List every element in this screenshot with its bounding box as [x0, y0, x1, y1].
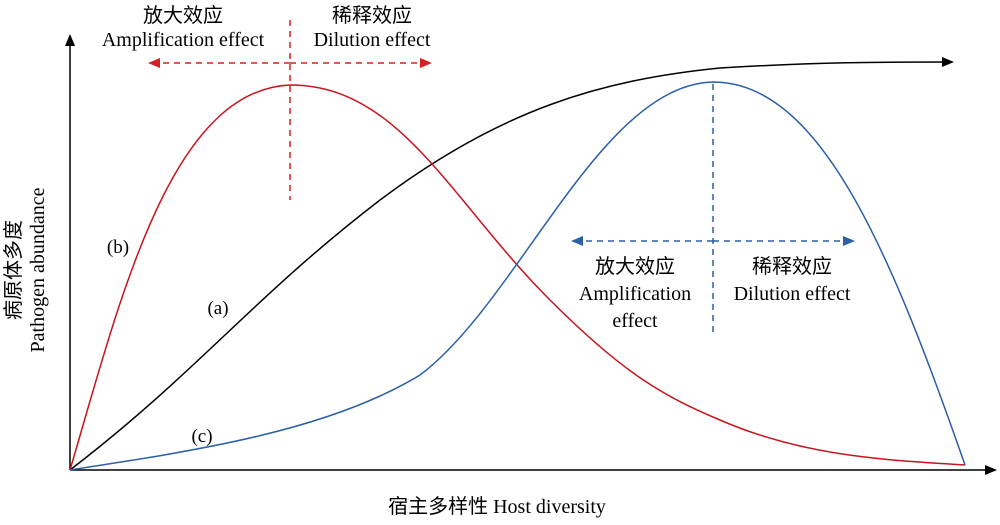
curve-a — [69, 57, 954, 471]
top-dilution-cn: 稀释效应 — [332, 4, 412, 27]
curve-b-label: (b) — [107, 237, 129, 258]
x-axis-label: 宿主多样性 Host diversity — [388, 495, 606, 518]
y-axis-label-en: Pathogen abundance — [27, 187, 49, 352]
curve-a-label: (a) — [207, 298, 228, 319]
right-amplification-en-2: effect — [612, 310, 658, 332]
y-axis-label-cn: 病原体多度 — [2, 220, 25, 320]
top-dilution-en: Dilution effect — [314, 29, 431, 51]
right-amplification-en-1: Amplification — [579, 283, 691, 305]
curve-b — [69, 84, 966, 471]
right-amplification-cn: 放大效应 — [595, 255, 675, 278]
curve-c — [69, 81, 966, 471]
right-dilution-en: Dilution effect — [734, 283, 851, 305]
curve-c-label: (c) — [191, 426, 212, 447]
top-amplification-cn: 放大效应 — [143, 4, 223, 27]
top-amplification-en: Amplification effect — [102, 29, 265, 51]
right-dilution-cn: 稀释效应 — [752, 255, 832, 278]
